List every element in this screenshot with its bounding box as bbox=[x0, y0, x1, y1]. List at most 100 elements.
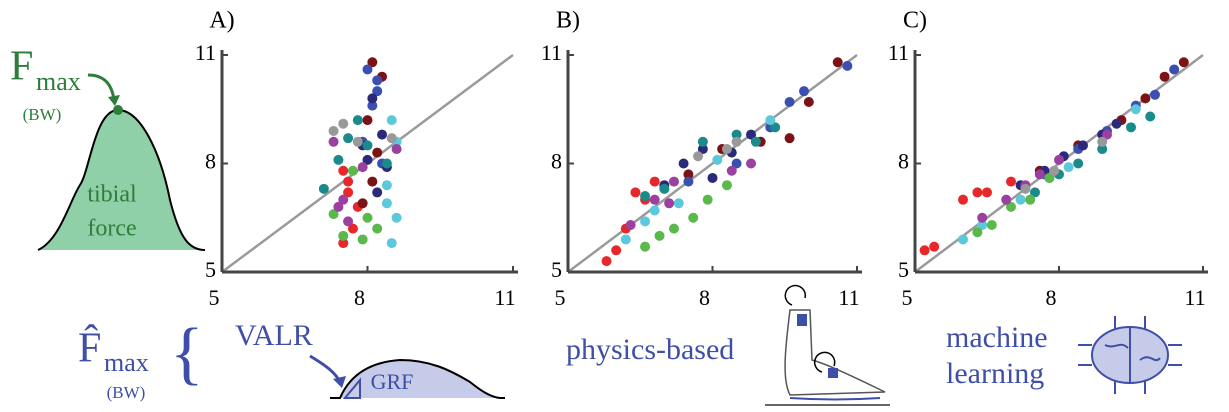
y-tick-label: 5 bbox=[551, 257, 562, 282]
y-tick-label: 11 bbox=[888, 40, 909, 65]
data-point bbox=[1030, 187, 1040, 198]
ml-label: learning bbox=[946, 357, 1044, 390]
data-point bbox=[982, 187, 992, 198]
data-point bbox=[343, 133, 354, 144]
data-point bbox=[372, 86, 383, 97]
data-point bbox=[1159, 71, 1170, 82]
data-point bbox=[620, 234, 631, 245]
data-point bbox=[712, 154, 723, 165]
data-point bbox=[1015, 194, 1026, 205]
x-tick-label: 8 bbox=[354, 285, 365, 310]
data-point bbox=[707, 172, 718, 183]
data-point bbox=[668, 176, 679, 187]
data-point bbox=[640, 241, 651, 252]
data-point bbox=[362, 154, 373, 165]
data-point bbox=[357, 234, 368, 245]
ml-label: machine bbox=[946, 321, 1048, 354]
y-tick-label: 5 bbox=[205, 257, 216, 282]
data-point bbox=[649, 176, 660, 187]
grf-curve bbox=[330, 358, 505, 399]
data-point bbox=[357, 162, 368, 173]
data-point bbox=[367, 176, 378, 187]
data-point bbox=[381, 180, 392, 191]
data-point bbox=[668, 223, 679, 234]
data-point bbox=[649, 194, 660, 205]
data-point bbox=[1140, 93, 1151, 104]
data-point bbox=[1020, 183, 1031, 194]
data-point bbox=[352, 136, 363, 147]
panel-title: B) bbox=[556, 8, 580, 34]
y-tick-label: 5 bbox=[898, 257, 909, 282]
data-point bbox=[683, 169, 694, 180]
data-point bbox=[362, 212, 373, 223]
data-point bbox=[328, 209, 339, 220]
data-point bbox=[649, 205, 660, 216]
slope-marker bbox=[342, 377, 361, 399]
data-point bbox=[362, 115, 373, 126]
data-point bbox=[343, 176, 354, 187]
data-point bbox=[343, 216, 354, 227]
data-point bbox=[784, 133, 795, 144]
data-point bbox=[654, 230, 665, 241]
data-point bbox=[372, 187, 383, 198]
data-point bbox=[803, 97, 814, 108]
data-point bbox=[386, 115, 397, 126]
x-tick-label: 8 bbox=[1046, 285, 1057, 310]
data-point bbox=[726, 165, 737, 176]
data-point bbox=[1025, 194, 1036, 205]
data-point bbox=[372, 223, 383, 234]
data-point bbox=[1097, 144, 1108, 155]
data-point bbox=[986, 219, 997, 230]
data-point bbox=[347, 165, 358, 176]
data-point bbox=[362, 140, 373, 151]
y-tick-label: 8 bbox=[551, 149, 562, 174]
data-point bbox=[765, 115, 776, 126]
x-tick-label: 5 bbox=[209, 285, 220, 310]
data-point bbox=[693, 151, 704, 162]
data-point bbox=[731, 129, 742, 140]
data-point bbox=[333, 154, 344, 165]
data-point bbox=[664, 198, 675, 209]
fmax-symbol: F bbox=[10, 44, 33, 90]
data-point bbox=[338, 194, 349, 205]
fhat-subscript: max bbox=[104, 348, 149, 377]
tibial-force-fill bbox=[38, 110, 205, 250]
data-point bbox=[318, 183, 329, 194]
data-point bbox=[697, 144, 708, 155]
data-point bbox=[1034, 169, 1045, 180]
data-point bbox=[386, 133, 397, 144]
data-point bbox=[832, 57, 843, 68]
data-point bbox=[372, 147, 383, 158]
data-point bbox=[977, 219, 988, 230]
data-point bbox=[1078, 140, 1088, 151]
data-point bbox=[328, 125, 339, 136]
data-point bbox=[1001, 194, 1012, 205]
data-point bbox=[673, 198, 684, 209]
data-point bbox=[746, 158, 757, 169]
data-point bbox=[347, 223, 358, 234]
data-point bbox=[338, 238, 349, 249]
data-point bbox=[333, 201, 344, 212]
y-tick-label: 8 bbox=[898, 149, 909, 174]
data-point bbox=[1169, 64, 1180, 75]
data-point bbox=[362, 64, 373, 75]
arrow-head bbox=[108, 95, 120, 106]
data-point bbox=[338, 165, 349, 176]
fmax-subscript: max bbox=[36, 67, 81, 96]
x-tick-label: 8 bbox=[699, 285, 710, 310]
data-point bbox=[958, 194, 968, 205]
y-tick-label: 8 bbox=[205, 149, 216, 174]
data-point bbox=[1044, 172, 1055, 183]
valr-arrow bbox=[309, 354, 342, 383]
data-point bbox=[640, 191, 651, 202]
brace: { bbox=[170, 315, 204, 392]
data-point bbox=[721, 180, 732, 191]
data-point bbox=[367, 100, 378, 111]
x-tick-label: 5 bbox=[902, 285, 913, 310]
data-point bbox=[381, 198, 392, 209]
data-point bbox=[678, 158, 689, 169]
grf-fill bbox=[340, 360, 500, 398]
y-tick-label: 11 bbox=[541, 40, 562, 65]
data-point bbox=[784, 97, 795, 108]
x-tick-label: 11 bbox=[494, 285, 515, 310]
